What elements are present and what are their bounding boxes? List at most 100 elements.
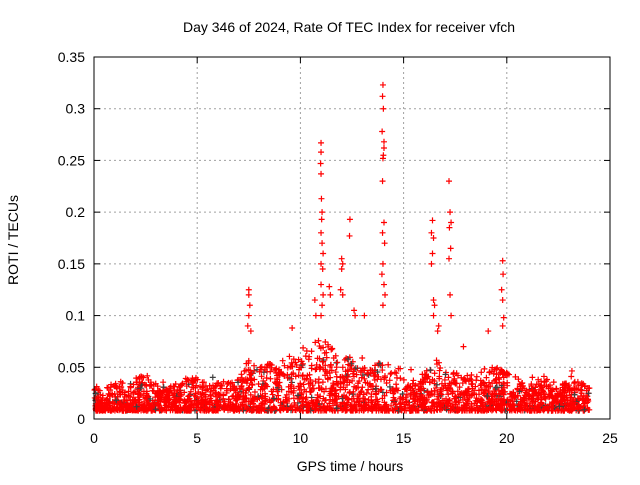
- data-point: [380, 105, 387, 112]
- data-point: [254, 404, 261, 411]
- data-point: [339, 291, 346, 298]
- data-point: [380, 281, 387, 288]
- data-point: [557, 393, 564, 400]
- data-point: [99, 392, 106, 399]
- data-point: [133, 403, 140, 410]
- data-point: [486, 399, 493, 406]
- data-point: [484, 393, 491, 400]
- data-point: [299, 362, 306, 369]
- data-point: [228, 405, 235, 412]
- data-point: [351, 402, 358, 409]
- data-point: [206, 399, 213, 406]
- x-tick-label: 10: [293, 430, 309, 446]
- data-point: [571, 380, 578, 387]
- data-point: [378, 271, 385, 278]
- data-point: [360, 391, 367, 398]
- data-point: [494, 384, 501, 391]
- data-point: [247, 328, 254, 335]
- data-point: [393, 381, 400, 388]
- data-point: [129, 400, 136, 407]
- data-point: [134, 391, 141, 398]
- data-point: [348, 360, 355, 367]
- data-point: [523, 395, 530, 402]
- data-point: [389, 406, 396, 413]
- data-point: [415, 407, 422, 414]
- data-point: [318, 312, 325, 319]
- data-point: [251, 362, 258, 369]
- data-point: [185, 403, 192, 410]
- data-point: [578, 380, 585, 387]
- data-point: [142, 406, 149, 413]
- data-point: [379, 81, 386, 88]
- data-point: [305, 356, 312, 363]
- data-point: [359, 365, 366, 372]
- data-point: [121, 389, 128, 396]
- data-point: [584, 396, 591, 403]
- data-point: [436, 375, 443, 382]
- data-point: [312, 403, 319, 410]
- data-point: [359, 354, 366, 361]
- data-point: [490, 405, 497, 412]
- chart-title: Day 346 of 2024, Rate Of TEC Index for r…: [183, 19, 515, 35]
- data-point: [332, 387, 339, 394]
- data-point: [400, 376, 407, 383]
- data-point: [328, 367, 335, 374]
- data-point: [297, 380, 304, 387]
- data-point: [430, 399, 437, 406]
- data-point: [105, 390, 112, 397]
- data-point: [419, 371, 426, 378]
- data-point: [415, 386, 422, 393]
- data-point: [446, 384, 453, 391]
- data-point: [249, 407, 256, 414]
- data-point: [303, 394, 310, 401]
- data-point: [445, 374, 452, 381]
- data-point: [396, 395, 403, 402]
- data-point: [446, 224, 453, 231]
- data-point: [283, 405, 290, 412]
- data-point: [152, 390, 159, 397]
- data-point: [312, 312, 319, 319]
- data-point: [247, 371, 254, 378]
- data-point: [352, 312, 359, 319]
- data-point: [345, 368, 352, 375]
- data-point: [286, 395, 293, 402]
- data-point: [343, 401, 350, 408]
- data-point: [319, 209, 326, 216]
- data-point: [581, 400, 588, 407]
- data-point: [236, 394, 243, 401]
- data-point: [220, 391, 227, 398]
- data-point: [445, 391, 452, 398]
- data-point: [405, 399, 412, 406]
- data-point: [129, 407, 136, 414]
- data-point: [317, 393, 324, 400]
- data-point: [160, 388, 167, 395]
- data-point: [245, 366, 252, 373]
- data-point: [545, 383, 552, 390]
- data-point: [267, 375, 274, 382]
- data-point: [338, 255, 345, 262]
- data-point: [581, 406, 588, 413]
- axis-ticks: 0 5 10 15 20 25 0 0.05 0.1 0.15 0.2 0.25 0.3 0.35: [58, 49, 618, 446]
- data-point: [203, 387, 210, 394]
- data-point: [246, 384, 253, 391]
- data-point: [338, 266, 345, 273]
- data-point: [493, 407, 500, 414]
- data-point: [460, 375, 467, 382]
- data-point: [481, 365, 488, 372]
- data-point: [309, 399, 316, 406]
- data-point: [568, 394, 575, 401]
- data-point: [504, 370, 511, 377]
- data-point: [339, 364, 346, 371]
- data-point: [204, 386, 211, 393]
- data-point: [568, 367, 575, 374]
- data-point: [385, 405, 392, 412]
- data-point: [448, 219, 455, 226]
- data-point: [474, 404, 481, 411]
- data-point: [403, 391, 410, 398]
- data-point: [152, 406, 159, 413]
- data-point: [327, 291, 334, 298]
- data-point: [518, 380, 525, 387]
- data-point: [311, 297, 318, 304]
- data-point: [197, 391, 204, 398]
- data-point: [135, 407, 142, 414]
